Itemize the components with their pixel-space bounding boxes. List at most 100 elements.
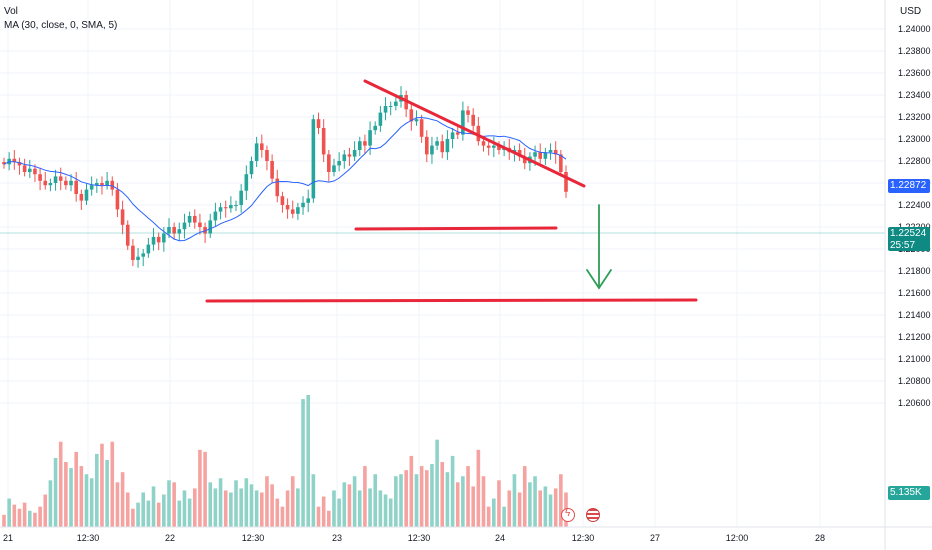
candle-body: [471, 114, 475, 126]
volume-bar: [239, 488, 243, 527]
volume-bar: [167, 480, 171, 527]
volume-bar: [100, 443, 104, 527]
flash-event-icon[interactable]: ϟ: [561, 508, 575, 522]
candle-body: [440, 141, 445, 153]
candle-body: [100, 183, 104, 186]
candle-body: [538, 152, 543, 159]
volume-bar: [497, 480, 501, 527]
volume-value-tag: 5.135K: [888, 486, 930, 500]
candle-body: [414, 119, 419, 122]
price-tick-label: 1.23000: [898, 134, 931, 144]
volume-bar: [146, 500, 151, 527]
volume-bar: [301, 399, 305, 527]
support-line[interactable]: [354, 226, 558, 231]
volume-indicator-label[interactable]: Vol: [4, 6, 18, 17]
volume-bar: [79, 466, 84, 527]
down-arrow-icon[interactable]: [586, 204, 612, 290]
volume-bar: [125, 492, 130, 527]
time-axis[interactable]: 21 12:30 22 12:30 23 12:30 24 12:30 27 12:00 28: [3, 533, 825, 543]
volume-bar: [38, 506, 42, 527]
price-tick-label: 1.21600: [898, 288, 931, 298]
candle-body: [306, 198, 311, 203]
price-tick-label: 1.23200: [898, 112, 931, 122]
candle-body: [146, 244, 151, 254]
candle-body: [120, 209, 125, 225]
ma-value: 1.22872: [890, 180, 927, 191]
volume-bar: [213, 488, 218, 527]
volume-bar: [430, 464, 434, 527]
volume-bar: [368, 488, 372, 527]
volume-bar: [394, 476, 398, 527]
candle-body: [177, 229, 182, 234]
volume-bar: [115, 482, 120, 527]
descending-trendline[interactable]: [363, 79, 586, 188]
candle-body: [27, 168, 32, 172]
volume-bar: [332, 490, 336, 527]
candle-body: [337, 161, 341, 166]
candle-body: [378, 112, 383, 126]
candle-body: [64, 180, 68, 186]
candle-body: [105, 180, 109, 186]
price-axis[interactable]: 1.24000 1.23800 1.23600 1.23400 1.23200 1.230…: [898, 24, 931, 408]
volume-bar: [399, 474, 403, 527]
volume-bar: [419, 466, 424, 527]
candle-body: [213, 211, 218, 221]
candle-body: [492, 145, 496, 148]
candle-body: [435, 141, 439, 146]
volume-bar: [383, 494, 388, 527]
candle-body: [53, 176, 58, 183]
moving-average-indicator-label[interactable]: MA (30, close, 0, SMA, 5): [4, 20, 118, 31]
volume-bar: [22, 502, 27, 527]
candle-body: [352, 150, 357, 157]
candle-body: [167, 227, 171, 234]
candle-body: [229, 205, 233, 209]
time-tick-label: 23: [332, 533, 342, 543]
volume-bar: [177, 500, 182, 527]
volume-bar: [265, 476, 269, 527]
volume-bar: [352, 476, 357, 527]
candle-body: [553, 150, 558, 155]
volume-bar: [27, 510, 32, 527]
price-tick-label: 1.22400: [898, 200, 931, 210]
candle-body: [239, 190, 243, 205]
candle-body: [131, 245, 135, 260]
candle-body: [74, 180, 78, 194]
candle-body: [43, 180, 48, 186]
indicator-legend: Vol MA (30, close, 0, SMA, 5): [4, 5, 117, 33]
volume-bar: [105, 459, 109, 527]
last-price-value: 1.22524: [890, 228, 927, 239]
candle-body: [445, 139, 450, 153]
candle-body: [115, 189, 120, 210]
time-tick-label: 12:00: [726, 533, 749, 543]
candle-body: [151, 236, 156, 245]
volume-bar: [435, 439, 439, 527]
time-tick-label: 12:30: [408, 533, 431, 543]
volume-bar: [208, 482, 213, 527]
candle-body: [388, 106, 393, 107]
candle-body: [156, 236, 161, 243]
candle-body: [280, 196, 285, 205]
volume-bar: [203, 451, 207, 527]
candle-body: [58, 176, 63, 181]
candle-body: [33, 168, 37, 175]
candle-body: [424, 136, 429, 155]
candle-body: [363, 141, 367, 146]
volume-bar: [280, 506, 285, 527]
volume-bar: [414, 474, 419, 527]
volume-bar: [12, 504, 17, 527]
volume-bar: [306, 395, 311, 527]
time-tick-label: 22: [165, 533, 175, 543]
time-tick-label: 12:30: [77, 533, 100, 543]
ma-value-tag: 1.22872: [888, 179, 930, 193]
us-flag-event-icon[interactable]: [586, 508, 600, 522]
target-line[interactable]: [205, 298, 698, 303]
candle-body: [327, 154, 331, 172]
candle-body: [564, 172, 568, 192]
volume-bar: [218, 478, 223, 527]
candle-body: [187, 216, 192, 223]
candle-body: [486, 145, 491, 148]
candle-body: [95, 183, 99, 186]
volume-bar: [373, 474, 378, 527]
candle-body: [394, 101, 398, 106]
